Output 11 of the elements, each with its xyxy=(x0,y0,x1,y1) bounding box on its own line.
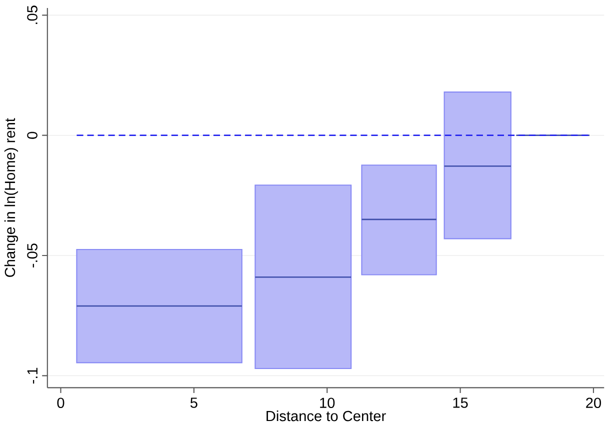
y-tick-label: .05 xyxy=(27,5,38,24)
x-tick-label: 15 xyxy=(453,397,468,408)
y-axis-title: Change in ln(Home) rent xyxy=(4,118,18,277)
x-tick-label: 5 xyxy=(190,397,198,408)
y-tick-label: -.05 xyxy=(27,243,38,268)
x-tick-label: 10 xyxy=(320,397,335,408)
x-axis-title: Distance to Center xyxy=(266,410,386,421)
x-tick-label: 20 xyxy=(586,397,601,408)
y-tick-label: -.1 xyxy=(27,368,38,384)
y-tick-label: 0 xyxy=(27,132,38,139)
x-tick-label: 0 xyxy=(57,397,64,408)
